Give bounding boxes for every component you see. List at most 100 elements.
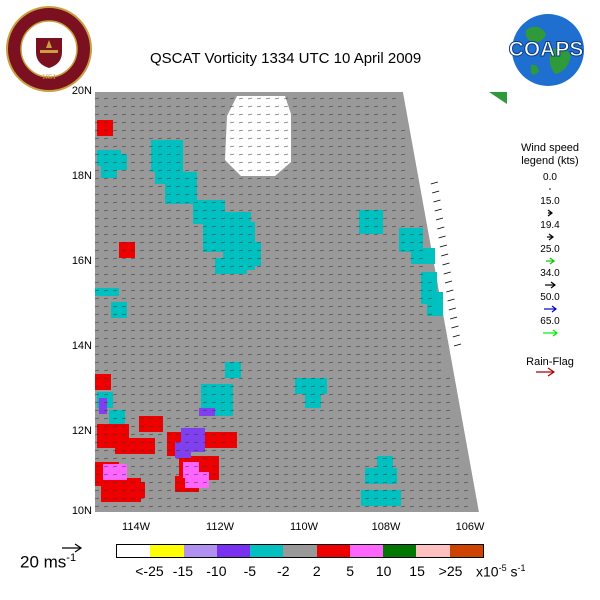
wind-vector xyxy=(328,273,334,276)
wind-vector xyxy=(355,337,361,340)
wind-vector xyxy=(418,345,424,348)
wind-vector xyxy=(328,201,334,204)
wind-vector xyxy=(292,217,298,220)
wind-vector xyxy=(121,313,127,316)
wind-vector xyxy=(337,193,343,196)
wind-vector xyxy=(427,361,433,364)
wind-vector xyxy=(283,193,289,196)
wind-vector xyxy=(328,449,334,452)
wind-vector xyxy=(148,449,154,452)
wind-vector xyxy=(256,433,262,436)
coastal-wind-vector xyxy=(433,199,441,203)
wind-vector xyxy=(202,353,208,356)
wind-vector xyxy=(112,417,118,420)
wind-vector xyxy=(346,113,352,116)
wind-vector xyxy=(364,489,370,492)
wind-vector xyxy=(337,265,343,268)
wind-vector xyxy=(95,385,100,388)
wind-vector xyxy=(166,145,172,148)
wind-vector xyxy=(103,313,109,316)
wind-vector xyxy=(166,233,172,236)
wind-vector xyxy=(238,417,244,420)
wind-vector xyxy=(301,209,307,212)
wind-vector xyxy=(148,417,154,420)
wind-vector xyxy=(373,321,379,324)
wind-vector xyxy=(220,345,226,348)
wind-vector xyxy=(346,305,352,308)
wind-vector xyxy=(220,505,226,508)
red-vorticity-cell xyxy=(115,438,155,454)
wind-vector xyxy=(391,337,397,340)
wind-vector xyxy=(193,321,199,324)
wind-vector xyxy=(130,345,136,348)
wind-vector xyxy=(193,385,199,388)
wind-vector xyxy=(238,329,244,332)
wind-vector xyxy=(292,473,298,476)
wind-vector xyxy=(148,425,154,428)
wind-vector xyxy=(310,121,316,124)
wind-vector xyxy=(175,329,181,332)
wind-vector xyxy=(130,265,136,268)
wind-vector xyxy=(202,105,208,108)
wind-vector xyxy=(364,121,370,124)
wind-vector xyxy=(238,457,244,460)
wind-vector xyxy=(454,465,460,468)
wind-vector xyxy=(220,265,226,268)
wind-vector xyxy=(346,385,352,388)
wind-vector xyxy=(175,297,181,300)
wind-vector xyxy=(319,169,325,172)
wind-vector xyxy=(301,361,307,364)
wind-vector xyxy=(121,385,127,388)
wind-vector xyxy=(274,241,280,244)
wind-vector xyxy=(319,361,325,364)
wind-vector xyxy=(427,433,433,436)
wind-vector xyxy=(337,321,343,324)
wind-vector xyxy=(238,233,244,236)
wind-vector xyxy=(148,177,154,180)
wind-vector xyxy=(95,401,100,404)
wind-vector xyxy=(229,433,235,436)
wind-vector xyxy=(391,249,397,252)
wind-vector xyxy=(229,409,235,412)
wind-vector xyxy=(256,425,262,428)
wind-vector xyxy=(139,489,145,492)
wind-vector xyxy=(220,401,226,404)
wind-vector xyxy=(328,321,334,324)
wind-vector xyxy=(166,473,172,476)
wind-vector xyxy=(130,441,136,444)
wind-vector xyxy=(229,353,235,356)
wind-vector xyxy=(373,201,379,204)
wind-vector xyxy=(373,433,379,436)
wind-vector xyxy=(112,241,118,244)
wind-vector xyxy=(373,505,379,508)
wind-vector xyxy=(148,209,154,212)
wind-vector xyxy=(445,409,451,412)
wind-vector xyxy=(391,393,397,396)
wind-vector xyxy=(112,193,118,196)
wind-vector xyxy=(193,449,199,452)
wind-vector xyxy=(319,321,325,324)
wind-vector xyxy=(436,353,442,356)
wind-vector xyxy=(391,465,397,468)
wind-vector xyxy=(130,145,136,148)
wind-vector xyxy=(148,281,154,284)
wind-vector xyxy=(166,249,172,252)
wind-vector xyxy=(337,457,343,460)
wind-vector xyxy=(337,289,343,292)
wind-vector xyxy=(346,161,352,164)
wind-vector xyxy=(112,97,118,100)
wind-vector xyxy=(292,145,298,148)
wind-vector xyxy=(427,377,433,380)
wind-vector xyxy=(139,233,145,236)
wind-vector xyxy=(310,97,316,100)
wind-vector xyxy=(112,425,118,428)
wind-vector xyxy=(256,145,262,148)
wind-vector xyxy=(148,377,154,380)
wind-vector xyxy=(283,249,289,252)
wind-vector xyxy=(373,225,379,228)
wind-vector xyxy=(265,161,271,164)
wind-vector xyxy=(292,305,298,308)
colorbar-units-exp: -5 xyxy=(498,563,507,573)
wind-vector xyxy=(400,441,406,444)
wind-vector xyxy=(202,249,208,252)
